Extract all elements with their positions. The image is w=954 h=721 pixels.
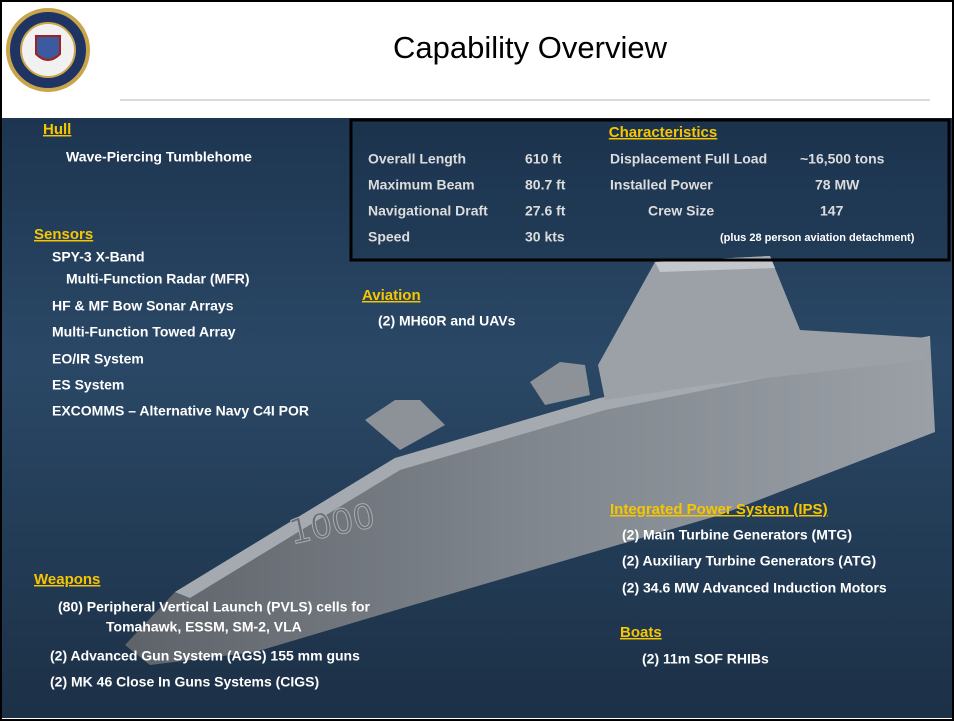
- characteristic-cell: Crew Size: [648, 203, 714, 219]
- characteristic-cell: Installed Power: [610, 177, 713, 193]
- slide: 1000 Capability Overview HullWave-Pierci…: [0, 0, 954, 721]
- section-item: EXCOMMS – Alternative Navy C4I POR: [52, 403, 309, 419]
- section-item: Wave-Piercing Tumblehome: [66, 149, 252, 165]
- section-item: (2) Advanced Gun System (AGS) 155 mm gun…: [50, 648, 360, 664]
- characteristic-cell: 30 kts: [525, 229, 565, 245]
- section-item: Multi-Function Towed Array: [52, 324, 236, 340]
- characteristic-cell: 27.6 ft: [525, 203, 566, 219]
- characteristic-cell: (plus 28 person aviation detachment): [720, 232, 915, 244]
- section-item: (2) 34.6 MW Advanced Induction Motors: [622, 580, 887, 596]
- section-item: (80) Peripheral Vertical Launch (PVLS) c…: [58, 599, 371, 615]
- characteristic-cell: Speed: [368, 229, 410, 245]
- section-item: HF & MF Bow Sonar Arrays: [52, 298, 234, 314]
- characteristic-cell: 610 ft: [525, 151, 562, 167]
- section-item: (2) MK 46 Close In Guns Systems (CIGS): [50, 674, 319, 690]
- section-heading: Integrated Power System (IPS): [610, 501, 828, 518]
- section-heading: Weapons: [34, 571, 100, 588]
- characteristic-cell: Navigational Draft: [368, 203, 488, 219]
- section-item: Multi-Function Radar (MFR): [66, 271, 250, 287]
- slide-canvas: 1000 Capability Overview HullWave-Pierci…: [0, 0, 954, 721]
- characteristic-cell: 147: [820, 203, 844, 219]
- section-item: Tomahawk, ESSM, SM-2, VLA: [106, 619, 302, 635]
- characteristic-cell: 78 MW: [815, 177, 860, 193]
- section-item: SPY-3 X-Band: [52, 249, 145, 265]
- section-heading: Sensors: [34, 226, 93, 243]
- section-heading: Aviation: [362, 287, 421, 304]
- characteristic-cell: 80.7 ft: [525, 177, 566, 193]
- section-item: (2) MH60R and UAVs: [378, 313, 516, 329]
- characteristic-cell: ~16,500 tons: [800, 151, 885, 167]
- title: Capability Overview: [393, 30, 668, 65]
- characteristic-cell: Maximum Beam: [368, 177, 475, 193]
- characteristic-cell: Overall Length: [368, 151, 466, 167]
- section-item: (2) 11m SOF RHIBs: [642, 651, 769, 667]
- characteristics-heading: Characteristics: [609, 124, 717, 141]
- section-heading: Hull: [43, 121, 71, 138]
- section-item: ES System: [52, 377, 124, 393]
- section-item: EO/IR System: [52, 351, 144, 367]
- logo: [8, 10, 88, 90]
- section-heading: Boats: [620, 624, 662, 641]
- section-item: (2) Main Turbine Generators (MTG): [622, 527, 852, 543]
- characteristic-cell: Displacement Full Load: [610, 151, 767, 167]
- section-item: (2) Auxiliary Turbine Generators (ATG): [622, 553, 876, 569]
